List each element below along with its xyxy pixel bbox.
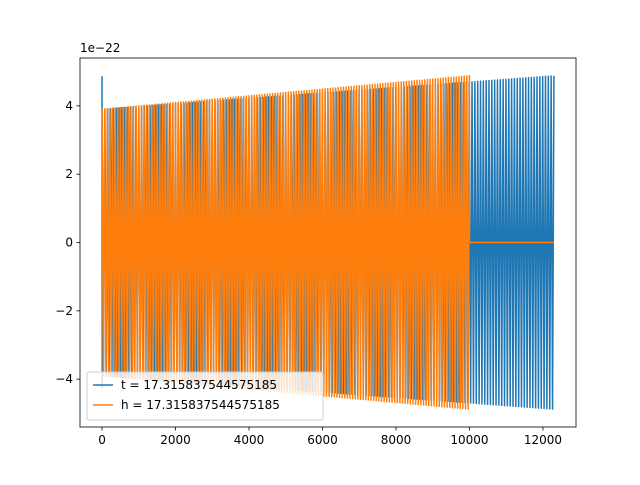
- y-offset-label: 1e−22: [80, 41, 120, 55]
- x-tick-label: 12000: [524, 433, 562, 447]
- y-tick-label: 4: [65, 99, 73, 113]
- plot-area: [101, 75, 555, 410]
- y-tick-label: 2: [65, 167, 73, 181]
- legend-label-h: h = 17.315837544575185: [121, 398, 280, 412]
- x-tick-label: 6000: [307, 433, 338, 447]
- y-tick-label: 0: [65, 236, 73, 250]
- x-tick-label: 10000: [450, 433, 488, 447]
- legend-box: [86, 371, 324, 421]
- x-tick-label: 8000: [381, 433, 412, 447]
- legend-label-t: t = 17.315837544575185: [121, 378, 277, 392]
- y-tick-label: −4: [55, 372, 73, 386]
- series-line-1: [101, 75, 554, 410]
- y-tick-label: −2: [55, 304, 73, 318]
- x-tick-label: 4000: [234, 433, 265, 447]
- ticks: 0 2000 4000 6000 8000 10000 12000 −4 −2 0 2 4: [55, 99, 562, 447]
- legend: t = 17.315837544575185 h = 17.3158375445…: [86, 371, 324, 421]
- x-tick-label: 0: [98, 433, 106, 447]
- x-tick-label: 2000: [160, 433, 191, 447]
